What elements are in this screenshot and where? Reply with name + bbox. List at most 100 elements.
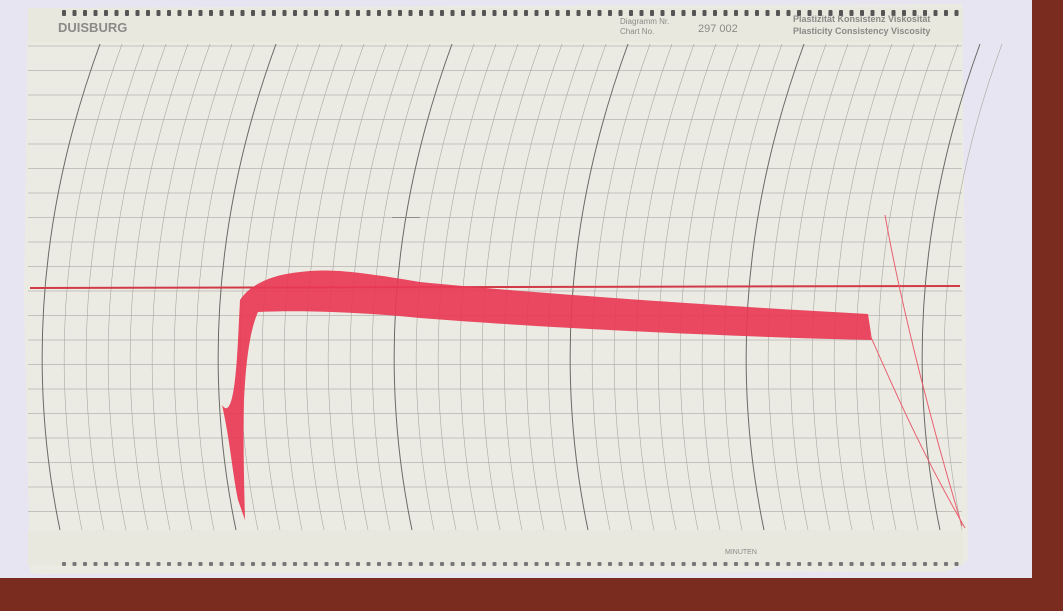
hole (671, 562, 675, 566)
hole (934, 10, 938, 16)
handwriting: —— (392, 211, 420, 227)
hole (115, 562, 119, 566)
hole (577, 10, 581, 16)
hole (640, 562, 644, 566)
hole (608, 562, 612, 566)
hole (388, 562, 392, 566)
hole (94, 562, 98, 566)
hole (178, 10, 182, 16)
hole (703, 10, 707, 16)
hole (902, 562, 906, 566)
hole (325, 562, 329, 566)
hole (262, 10, 266, 16)
hole (724, 10, 728, 16)
hole (608, 10, 612, 16)
hole (398, 562, 402, 566)
hole (293, 10, 297, 16)
hole (283, 10, 287, 16)
hole (199, 10, 203, 16)
hole (125, 10, 129, 16)
hole (503, 562, 507, 566)
hole (493, 10, 497, 16)
hole (451, 562, 455, 566)
hole (535, 562, 539, 566)
hole (314, 562, 318, 566)
hole (199, 562, 203, 566)
hole (472, 562, 476, 566)
hole (545, 10, 549, 16)
hole (430, 10, 434, 16)
hole (157, 562, 161, 566)
hole (934, 562, 938, 566)
hole (482, 10, 486, 16)
hole (325, 10, 329, 16)
hole (619, 562, 623, 566)
hole (73, 10, 77, 16)
hole (304, 10, 308, 16)
hole (104, 10, 108, 16)
hole (829, 562, 833, 566)
hole (923, 562, 927, 566)
hole (661, 562, 665, 566)
hole (73, 562, 77, 566)
hole (871, 562, 875, 566)
hole (367, 10, 371, 16)
footer-strip (28, 530, 963, 566)
hole (724, 562, 728, 566)
hole (587, 562, 591, 566)
hole (398, 10, 402, 16)
hole (556, 10, 560, 16)
hole (850, 562, 854, 566)
hole (734, 562, 738, 566)
hole (94, 10, 98, 16)
hole (136, 562, 140, 566)
hole (440, 10, 444, 16)
brand: DUISBURG (58, 20, 127, 35)
hole (419, 10, 423, 16)
chart-label: Chart No. (620, 27, 654, 36)
hole (566, 10, 570, 16)
hole (272, 562, 276, 566)
hole (545, 562, 549, 566)
hole (146, 10, 150, 16)
hole (430, 562, 434, 566)
hole (524, 10, 528, 16)
hole (944, 10, 948, 16)
hole (167, 562, 171, 566)
hole (83, 562, 87, 566)
hole (598, 562, 602, 566)
hole (377, 10, 381, 16)
hole (808, 562, 812, 566)
hole (556, 562, 560, 566)
hole (766, 10, 770, 16)
hole (787, 10, 791, 16)
axis-label: MINUTEN (725, 549, 757, 556)
hole (661, 10, 665, 16)
hole (629, 10, 633, 16)
hole (503, 10, 507, 16)
properties-de: Plastizität Konsistenz Viskosität (793, 14, 930, 24)
hole (787, 562, 791, 566)
hole (356, 10, 360, 16)
hole (766, 562, 770, 566)
hole (377, 562, 381, 566)
hole (640, 10, 644, 16)
hole (682, 562, 686, 566)
hole (136, 10, 140, 16)
hole (860, 562, 864, 566)
hole (566, 562, 570, 566)
hole (629, 562, 633, 566)
hole (818, 562, 822, 566)
hole (409, 10, 413, 16)
hole (440, 562, 444, 566)
hole (62, 562, 66, 566)
hole (892, 562, 896, 566)
hole (682, 10, 686, 16)
hole (167, 10, 171, 16)
hole (220, 562, 224, 566)
hole (283, 562, 287, 566)
hole (62, 10, 66, 16)
hole (703, 562, 707, 566)
hole (745, 10, 749, 16)
hole (178, 562, 182, 566)
